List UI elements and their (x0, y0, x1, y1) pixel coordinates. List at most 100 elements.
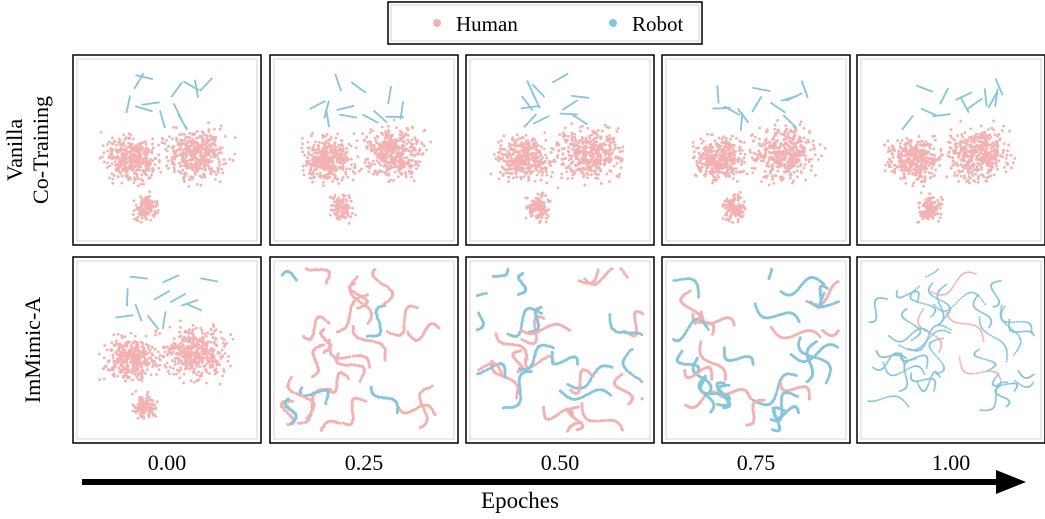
point (965, 180, 968, 183)
point (322, 154, 325, 157)
point (132, 138, 135, 141)
point (140, 206, 143, 209)
point (731, 135, 734, 138)
point (345, 147, 348, 150)
point (928, 171, 931, 174)
point (203, 169, 206, 172)
point (334, 141, 337, 144)
point (799, 164, 802, 167)
point (957, 169, 960, 172)
point (317, 156, 320, 159)
point (106, 143, 109, 146)
point (115, 156, 118, 159)
point (728, 147, 731, 150)
point (389, 167, 392, 170)
point (108, 165, 111, 168)
point (352, 178, 355, 181)
point (189, 175, 192, 178)
point (766, 128, 769, 131)
point (202, 158, 205, 161)
column-label: 0.50 (541, 450, 580, 475)
point (554, 160, 557, 163)
point (516, 155, 519, 158)
point (547, 215, 550, 218)
point (728, 142, 731, 145)
point (132, 181, 135, 184)
point (951, 156, 954, 159)
point (908, 172, 911, 175)
point (218, 146, 221, 149)
point (592, 143, 595, 146)
point (803, 127, 806, 130)
point (819, 143, 822, 146)
point (737, 218, 740, 221)
point (346, 176, 349, 179)
point (595, 153, 598, 156)
point (695, 147, 698, 150)
point (145, 143, 148, 146)
point (772, 150, 775, 153)
point (747, 121, 749, 123)
point (527, 143, 530, 146)
point (173, 153, 176, 156)
point (417, 164, 420, 167)
point (200, 168, 203, 171)
point (917, 159, 920, 162)
point (132, 213, 135, 216)
point (721, 137, 724, 140)
point (719, 171, 722, 174)
point (214, 136, 217, 139)
point (539, 154, 542, 157)
point (907, 158, 910, 161)
point (716, 174, 719, 177)
point (892, 156, 895, 159)
point (785, 171, 788, 174)
point (157, 209, 160, 212)
point (796, 170, 799, 173)
point (123, 149, 126, 152)
point (763, 157, 766, 160)
point (378, 143, 381, 146)
point (893, 171, 896, 174)
point (224, 135, 227, 138)
point (709, 163, 712, 166)
point (769, 142, 772, 145)
point (388, 139, 391, 142)
point (938, 158, 941, 161)
point (544, 154, 547, 157)
point (817, 158, 820, 161)
point (135, 204, 138, 207)
point (171, 137, 174, 140)
panel (73, 55, 261, 245)
point (148, 190, 151, 193)
point (302, 173, 305, 176)
point (751, 167, 754, 170)
point (764, 170, 767, 173)
point (777, 165, 780, 168)
point (571, 160, 574, 163)
point (183, 172, 186, 175)
point (354, 214, 357, 217)
point (498, 157, 501, 160)
point (899, 177, 902, 180)
point (151, 143, 154, 146)
point (360, 168, 363, 171)
point (590, 169, 593, 172)
point (414, 154, 417, 157)
point (345, 200, 348, 203)
point (330, 172, 333, 175)
point (884, 169, 887, 172)
point (337, 209, 340, 212)
point (605, 173, 608, 176)
point (135, 150, 138, 153)
panel-frame (662, 55, 850, 245)
point (142, 213, 145, 216)
point (804, 179, 807, 182)
point (516, 138, 519, 141)
point (738, 171, 741, 174)
point (729, 199, 732, 202)
point (353, 132, 356, 135)
point (373, 144, 376, 147)
point (180, 164, 183, 167)
